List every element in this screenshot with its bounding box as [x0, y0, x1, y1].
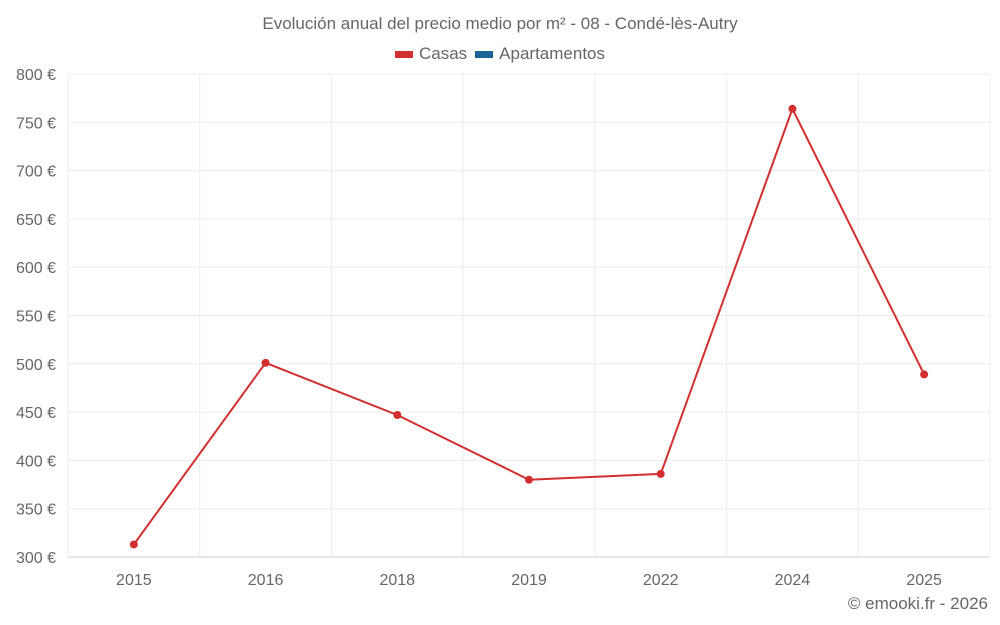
y-tick-label: 800 € — [16, 67, 56, 84]
legend: Casas Apartamentos — [0, 44, 1000, 64]
data-point — [788, 104, 797, 113]
x-tick-label: 2024 — [775, 572, 811, 589]
legend-swatch-casas — [394, 50, 413, 58]
data-point — [129, 540, 138, 549]
x-tick-label: 2018 — [379, 572, 415, 589]
data-point — [920, 370, 929, 379]
y-tick-label: 550 € — [16, 309, 56, 326]
x-tick-label: 2025 — [906, 572, 942, 589]
legend-item-apartamentos[interactable]: Apartamentos — [475, 44, 605, 64]
legend-label-apartamentos: Apartamentos — [499, 44, 606, 63]
data-point — [261, 358, 270, 367]
y-tick-label: 500 € — [16, 357, 56, 374]
y-tick-label: 750 € — [16, 115, 56, 132]
copyright-text: © emooki.fr - 2026 — [847, 594, 988, 613]
x-tick-label: 2016 — [248, 572, 284, 589]
chart-title: Evolución anual del precio medio por m² … — [262, 14, 738, 33]
y-tick-label: 700 € — [16, 164, 56, 181]
legend-label-casas: Casas — [418, 44, 468, 63]
legend-swatch-apartamentos — [475, 50, 494, 58]
legend-item-casas[interactable]: Casas — [394, 44, 468, 64]
data-point — [393, 410, 402, 419]
y-tick-label: 350 € — [16, 502, 56, 519]
x-tick-label: 2022 — [643, 572, 679, 589]
y-tick-label: 450 € — [16, 405, 56, 422]
y-tick-label: 300 € — [16, 550, 56, 567]
y-tick-label: 600 € — [16, 260, 56, 277]
y-tick-label: 400 € — [16, 453, 56, 470]
data-point — [656, 469, 665, 478]
x-tick-label: 2015 — [116, 572, 152, 589]
x-tick-label: 2019 — [511, 572, 547, 589]
y-tick-label: 650 € — [16, 212, 56, 229]
data-point — [525, 475, 533, 484]
